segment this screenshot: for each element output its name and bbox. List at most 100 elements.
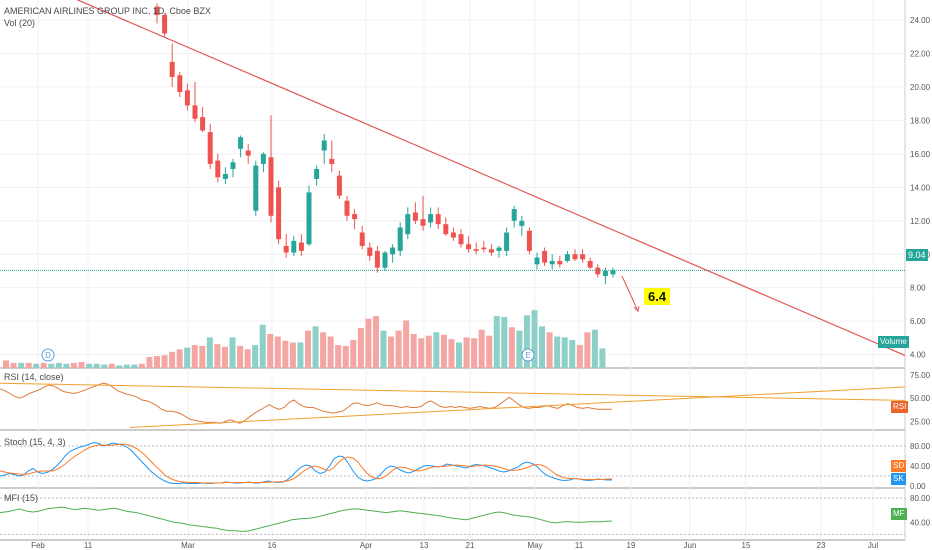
candle-body bbox=[215, 160, 221, 178]
date-tick-label: 19 bbox=[627, 541, 636, 550]
volume-bar bbox=[350, 339, 357, 368]
volume-bar bbox=[425, 335, 432, 368]
annotation-label: 6.4 bbox=[644, 288, 671, 305]
volume-bar bbox=[546, 332, 553, 368]
price-tick-label: 8.00 bbox=[910, 284, 926, 293]
volume-bar bbox=[433, 332, 440, 368]
candle-body bbox=[184, 90, 190, 106]
price-tick-label: 20.00 bbox=[910, 83, 931, 92]
volume-bar bbox=[440, 334, 447, 368]
volume-bar bbox=[508, 327, 515, 368]
candle-body bbox=[397, 227, 403, 251]
volume-bar bbox=[259, 324, 266, 368]
candle-body bbox=[496, 247, 502, 251]
volume-bar bbox=[531, 310, 538, 368]
rsi-line bbox=[0, 382, 612, 424]
candle-body bbox=[511, 209, 517, 221]
axes: 24.0022.0020.0018.0016.0014.0012.0010.00… bbox=[31, 16, 930, 550]
candle-body bbox=[405, 214, 411, 235]
date-tick-label: 21 bbox=[466, 541, 475, 550]
candle-body bbox=[602, 270, 608, 276]
volume-bar bbox=[229, 337, 236, 368]
candle-body bbox=[344, 200, 350, 216]
volume-bar bbox=[176, 349, 183, 368]
candle-body bbox=[298, 242, 304, 251]
candle-body bbox=[169, 61, 175, 77]
volume-bar bbox=[184, 347, 191, 368]
rsi-tick-label: 75.00 bbox=[910, 371, 931, 380]
candle-body bbox=[283, 245, 289, 253]
candle-body bbox=[367, 247, 373, 256]
candle-body bbox=[557, 260, 563, 265]
mfi-tick-label: 80.00 bbox=[910, 494, 931, 503]
volume-label: Volume bbox=[878, 336, 909, 348]
volume-bar bbox=[372, 316, 379, 368]
volume-bar bbox=[463, 337, 470, 368]
candle-body bbox=[260, 153, 266, 164]
candle-body bbox=[200, 117, 206, 131]
candle-body bbox=[291, 240, 297, 253]
indicators bbox=[0, 382, 906, 532]
volume-bar bbox=[221, 346, 228, 368]
volume-bar bbox=[63, 363, 70, 368]
price-tick-label: 4.00 bbox=[910, 351, 926, 360]
volume-bar bbox=[282, 340, 289, 368]
volume-bar bbox=[78, 362, 85, 368]
candle-body bbox=[481, 247, 487, 250]
volume-bar bbox=[591, 329, 598, 368]
stoch-tick-label: 0.00 bbox=[910, 482, 926, 491]
volume-bar bbox=[55, 362, 62, 368]
candle-body bbox=[587, 260, 593, 268]
candle-body bbox=[238, 137, 244, 149]
candle-body bbox=[435, 214, 441, 225]
volume-bar bbox=[244, 349, 251, 368]
volume-bar bbox=[169, 351, 176, 368]
candle-body bbox=[162, 15, 168, 34]
date-tick-label: Mar bbox=[181, 541, 195, 550]
volume-bar bbox=[403, 320, 410, 368]
candle-body bbox=[610, 270, 616, 275]
projection-arrowhead bbox=[633, 306, 640, 313]
candle-body bbox=[534, 257, 540, 265]
candle-body bbox=[276, 187, 282, 240]
candle-body bbox=[473, 249, 479, 251]
candle-body bbox=[382, 252, 388, 268]
volume-bar bbox=[342, 345, 349, 368]
candle-body bbox=[504, 232, 510, 251]
candle-body bbox=[329, 158, 335, 164]
volume-bar bbox=[40, 362, 47, 368]
volume-bar bbox=[33, 363, 40, 368]
volume-bar bbox=[138, 363, 145, 368]
volume-bar bbox=[486, 335, 493, 368]
mfi-tick-label: 40.00 bbox=[910, 518, 931, 527]
rsi-legend: RSI (14, close) bbox=[4, 372, 64, 382]
volume-bar bbox=[335, 345, 342, 368]
volume-bar bbox=[3, 360, 9, 368]
current-price-label: 9.04 bbox=[906, 249, 928, 261]
date-tick-label: 23 bbox=[817, 541, 826, 550]
volume-bar bbox=[10, 362, 17, 368]
price-trendline bbox=[76, 0, 906, 357]
volume-legend: Vol (20) bbox=[4, 18, 36, 28]
volume-bar bbox=[493, 316, 500, 368]
mfi-legend: MFI (15) bbox=[4, 493, 39, 503]
date-tick-label: 13 bbox=[420, 541, 429, 550]
candle-body bbox=[443, 224, 449, 235]
volume-bar bbox=[237, 345, 244, 368]
volume-bar bbox=[357, 328, 364, 368]
candle-body bbox=[352, 214, 358, 220]
volume-bar bbox=[18, 362, 25, 368]
volume-bar bbox=[48, 363, 55, 368]
candle-body bbox=[390, 247, 396, 255]
candle-body bbox=[268, 157, 274, 216]
volume-bar bbox=[388, 336, 395, 368]
volume-bar bbox=[380, 330, 387, 368]
price-tick-label: 16.00 bbox=[910, 150, 931, 159]
event-marker bbox=[41, 348, 55, 362]
mfi-current-label: MF bbox=[891, 508, 907, 520]
price-tick-label: 6.00 bbox=[910, 317, 926, 326]
event-marker-label: D bbox=[45, 351, 51, 360]
volume-bar bbox=[365, 318, 372, 368]
stoch-k-label: SK bbox=[891, 473, 906, 485]
volume-bar bbox=[70, 362, 77, 368]
